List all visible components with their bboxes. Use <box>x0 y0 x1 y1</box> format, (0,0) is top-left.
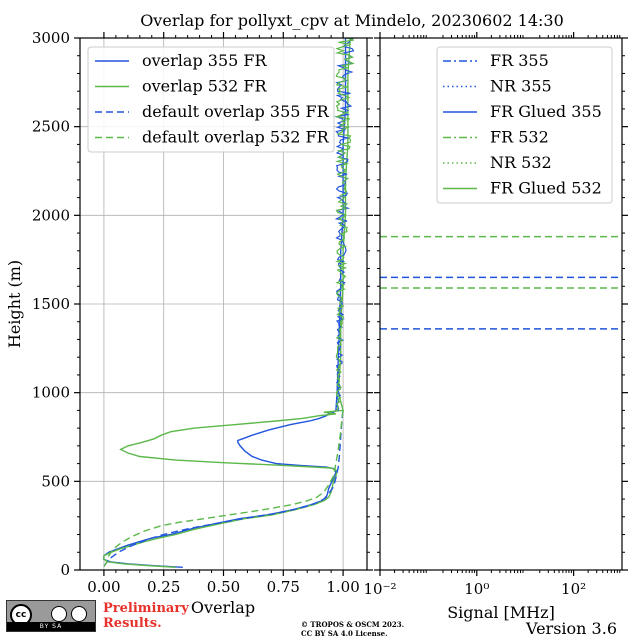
overlap-legend-box <box>87 46 335 153</box>
chart-title: Overlap for pollyxt_cpv at Mindelo, 2023… <box>140 11 564 30</box>
legend-label-default-overlap-532-fr: default overlap 532 FR <box>142 128 330 147</box>
overlap-legend: overlap 355 FR overlap 532 FR default over… <box>87 46 335 153</box>
signal-legend-box <box>436 46 613 204</box>
signal-reference-lines <box>380 235 622 330</box>
legend-label-fr-355: FR 355 <box>490 51 549 70</box>
cc-license-strip: BY SA <box>7 622 95 631</box>
overlap-y-tick-label: 2000 <box>32 206 70 224</box>
legend-label-fr-532: FR 532 <box>490 128 549 147</box>
overlap-series-group <box>103 37 355 568</box>
legend-label-nr-355: NR 355 <box>490 77 552 96</box>
preliminary-results-note: Preliminary Results. <box>103 601 189 631</box>
overlap-y-tick-label: 500 <box>41 472 70 490</box>
overlap-y-tick-label: 2500 <box>32 118 70 136</box>
signal-x-axis-label: Signal [MHz] <box>447 603 555 622</box>
legend-label-overlap-532-fr: overlap 532 FR <box>142 77 268 96</box>
series-line-default-overlap-532-fr <box>103 410 344 567</box>
signal-ticks: 10⁻² 10⁰ 10² <box>363 32 628 598</box>
signal-x-tick-label: 10² <box>561 580 586 598</box>
overlap-y-tick-label: 0 <box>60 561 70 579</box>
copyright-note: © TROPOS & OSCM 2023. CC BY SA 4.0 Licen… <box>301 620 404 638</box>
copyright-line-1: © TROPOS & OSCM 2023. <box>301 620 405 629</box>
overlap-x-tick-label: 1.00 <box>326 578 359 596</box>
legend-label-nr-532: NR 532 <box>490 153 552 172</box>
signal-panel: 10⁻² 10⁰ 10² FR 355 NR 355 FR Glued 355 FR 53… <box>363 32 628 622</box>
overlap-x-tick-label: 0.00 <box>87 578 120 596</box>
overlap-x-axis-label: Overlap <box>191 598 255 617</box>
attribution-icon <box>51 606 67 622</box>
cc-license-logo: cc BY SA <box>6 600 96 632</box>
overlap-y-tick-label: 3000 <box>32 29 70 47</box>
overlap-panel: 0.00 0.25 0.50 0.75 1.00 0 500 1000 1500 2000 2500… <box>5 29 373 617</box>
version-label: Version 3.6 <box>526 619 617 638</box>
legend-label-overlap-355-fr: overlap 355 FR <box>142 51 268 70</box>
legend-label-fr-glued-532: FR Glued 532 <box>490 179 602 198</box>
signal-x-tick-label: 10⁻² <box>363 580 396 598</box>
share-alike-icon <box>71 606 87 622</box>
preliminary-line-2: Results. <box>103 616 162 631</box>
overlap-ticks: 0.00 0.25 0.50 0.75 1.00 0 500 1000 1500 2000 2500… <box>32 29 373 596</box>
overlap-y-tick-label: 1500 <box>32 295 70 313</box>
overlap-x-tick-label: 0.25 <box>147 578 180 596</box>
overlap-y-tick-label: 1000 <box>32 384 70 402</box>
legend-label-default-overlap-355-fr: default overlap 355 FR <box>142 102 330 121</box>
series-noise-overlap-532-fr <box>334 37 355 411</box>
overlap-x-tick-label: 0.50 <box>207 578 240 596</box>
copyright-line-2: CC BY SA 4.0 License. <box>301 629 388 638</box>
legend-label-fr-glued-355: FR Glued 355 <box>490 102 602 121</box>
signal-legend: FR 355 NR 355 FR Glued 355 FR 532 NR 532 FR G… <box>436 46 613 204</box>
overlap-x-tick-label: 0.75 <box>267 578 300 596</box>
preliminary-line-1: Preliminary <box>103 601 189 616</box>
series-line-default-overlap-355-fr <box>103 410 344 567</box>
signal-x-tick-label: 10⁰ <box>464 580 489 598</box>
overlap-y-axis-label: Height (m) <box>5 260 24 348</box>
